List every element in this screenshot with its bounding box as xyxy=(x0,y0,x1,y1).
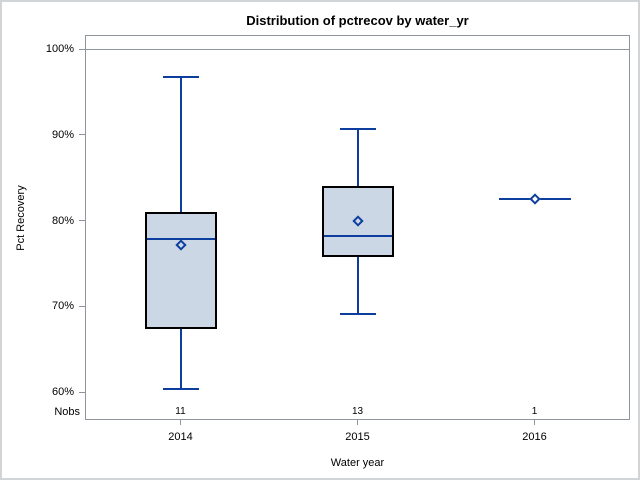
iqr-box xyxy=(144,211,217,329)
upper-whisker xyxy=(179,77,182,212)
y-tick-label: 70% xyxy=(51,300,74,313)
nobs-value: 13 xyxy=(351,406,364,417)
x-axis-title: Water year xyxy=(330,457,385,469)
nobs-row-label: Nobs xyxy=(54,406,80,418)
y-axis-tick xyxy=(79,134,85,136)
max-cap xyxy=(162,76,199,79)
y-tick-label: 60% xyxy=(51,386,74,398)
nobs-value: 1 xyxy=(531,406,538,417)
x-category-label: 2016 xyxy=(522,431,547,443)
plot-layer xyxy=(86,36,629,419)
y-tick-label: 90% xyxy=(51,128,74,141)
lower-whisker xyxy=(356,257,359,314)
x-category-label: 2015 xyxy=(345,431,370,443)
max-cap xyxy=(339,127,376,130)
chart-title: Distribution of pctrecov by water_yr xyxy=(246,13,469,28)
median-line xyxy=(323,234,392,237)
y-tick-label: 100% xyxy=(45,43,74,55)
nobs-value: 11 xyxy=(175,406,186,417)
min-cap xyxy=(162,387,199,390)
y-tick-label: 80% xyxy=(51,214,74,227)
reference-line-100pct xyxy=(86,48,629,50)
x-category-label: 2014 xyxy=(168,431,193,443)
y-axis-tick xyxy=(79,220,85,221)
mean-marker xyxy=(528,193,541,205)
x-axis-tick xyxy=(534,420,535,425)
lower-whisker xyxy=(179,328,182,389)
min-cap xyxy=(339,312,376,315)
plot-area xyxy=(85,35,630,420)
y-axis-tick xyxy=(79,48,85,50)
median-line xyxy=(146,238,215,241)
y-axis-tick xyxy=(79,305,85,307)
x-axis-tick xyxy=(357,420,358,425)
iqr-box xyxy=(321,186,394,258)
upper-whisker xyxy=(356,128,359,187)
x-axis-tick xyxy=(180,420,181,425)
y-axis-tick xyxy=(79,391,85,393)
